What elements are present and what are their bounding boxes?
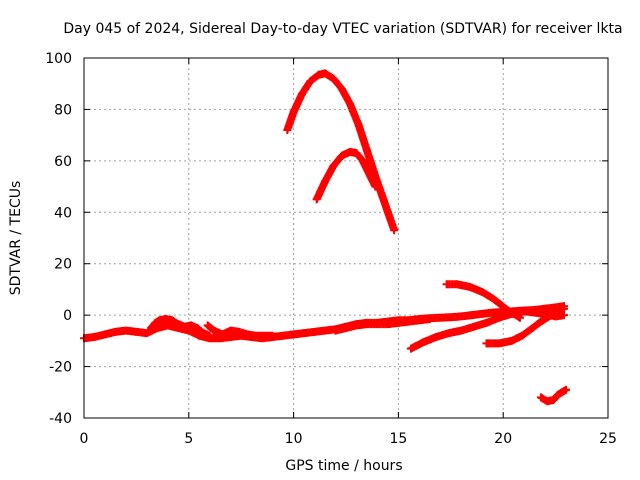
trace-mark	[561, 386, 570, 395]
plot-frame	[83, 57, 609, 419]
y-tick-label: 40	[54, 205, 72, 221]
chart-title: Day 045 of 2024, Sidereal Day-to-day VTE…	[63, 21, 622, 37]
ticks: 0 5 10 15 20 25 -40 -20 0 20 40 60 80 100	[45, 51, 617, 447]
y-tick-label: -40	[49, 411, 72, 427]
series-wiggle-3to5	[147, 315, 214, 340]
series-arc-peak-63	[312, 147, 380, 204]
series-wiggle-6to9	[203, 321, 277, 340]
x-axis-label: GPS time / hours	[285, 458, 402, 474]
y-tick-label: 100	[45, 51, 72, 67]
x-tick-label: 0	[80, 431, 89, 447]
series-arc-peak-94	[283, 69, 399, 235]
y-tick-label: 60	[54, 154, 72, 170]
y-axis-label: SDTVAR / TECUs	[8, 181, 24, 296]
trace-mark	[370, 181, 379, 190]
grid	[84, 58, 608, 418]
y-tick-label: 20	[54, 257, 72, 273]
x-tick-label: 10	[285, 431, 303, 447]
y-tick-label: 80	[54, 102, 72, 118]
x-tick-label: 20	[494, 431, 512, 447]
x-tick-label: 5	[184, 431, 193, 447]
trace-mark	[424, 315, 433, 324]
y-tick-label: -20	[49, 360, 72, 376]
trace-mark	[204, 331, 213, 340]
trace-mark	[558, 305, 567, 314]
trace-mark	[267, 331, 276, 340]
data-layer	[80, 69, 571, 406]
trace-mark	[389, 224, 398, 233]
x-tick-label: 15	[389, 431, 407, 447]
y-tick-label: 0	[63, 308, 72, 324]
x-tick-label: 25	[599, 431, 617, 447]
series-descending-from-18	[442, 280, 524, 322]
series-segment-12to15	[331, 315, 434, 335]
series-dip-20to23	[482, 304, 568, 348]
series-low-tail	[536, 385, 571, 406]
